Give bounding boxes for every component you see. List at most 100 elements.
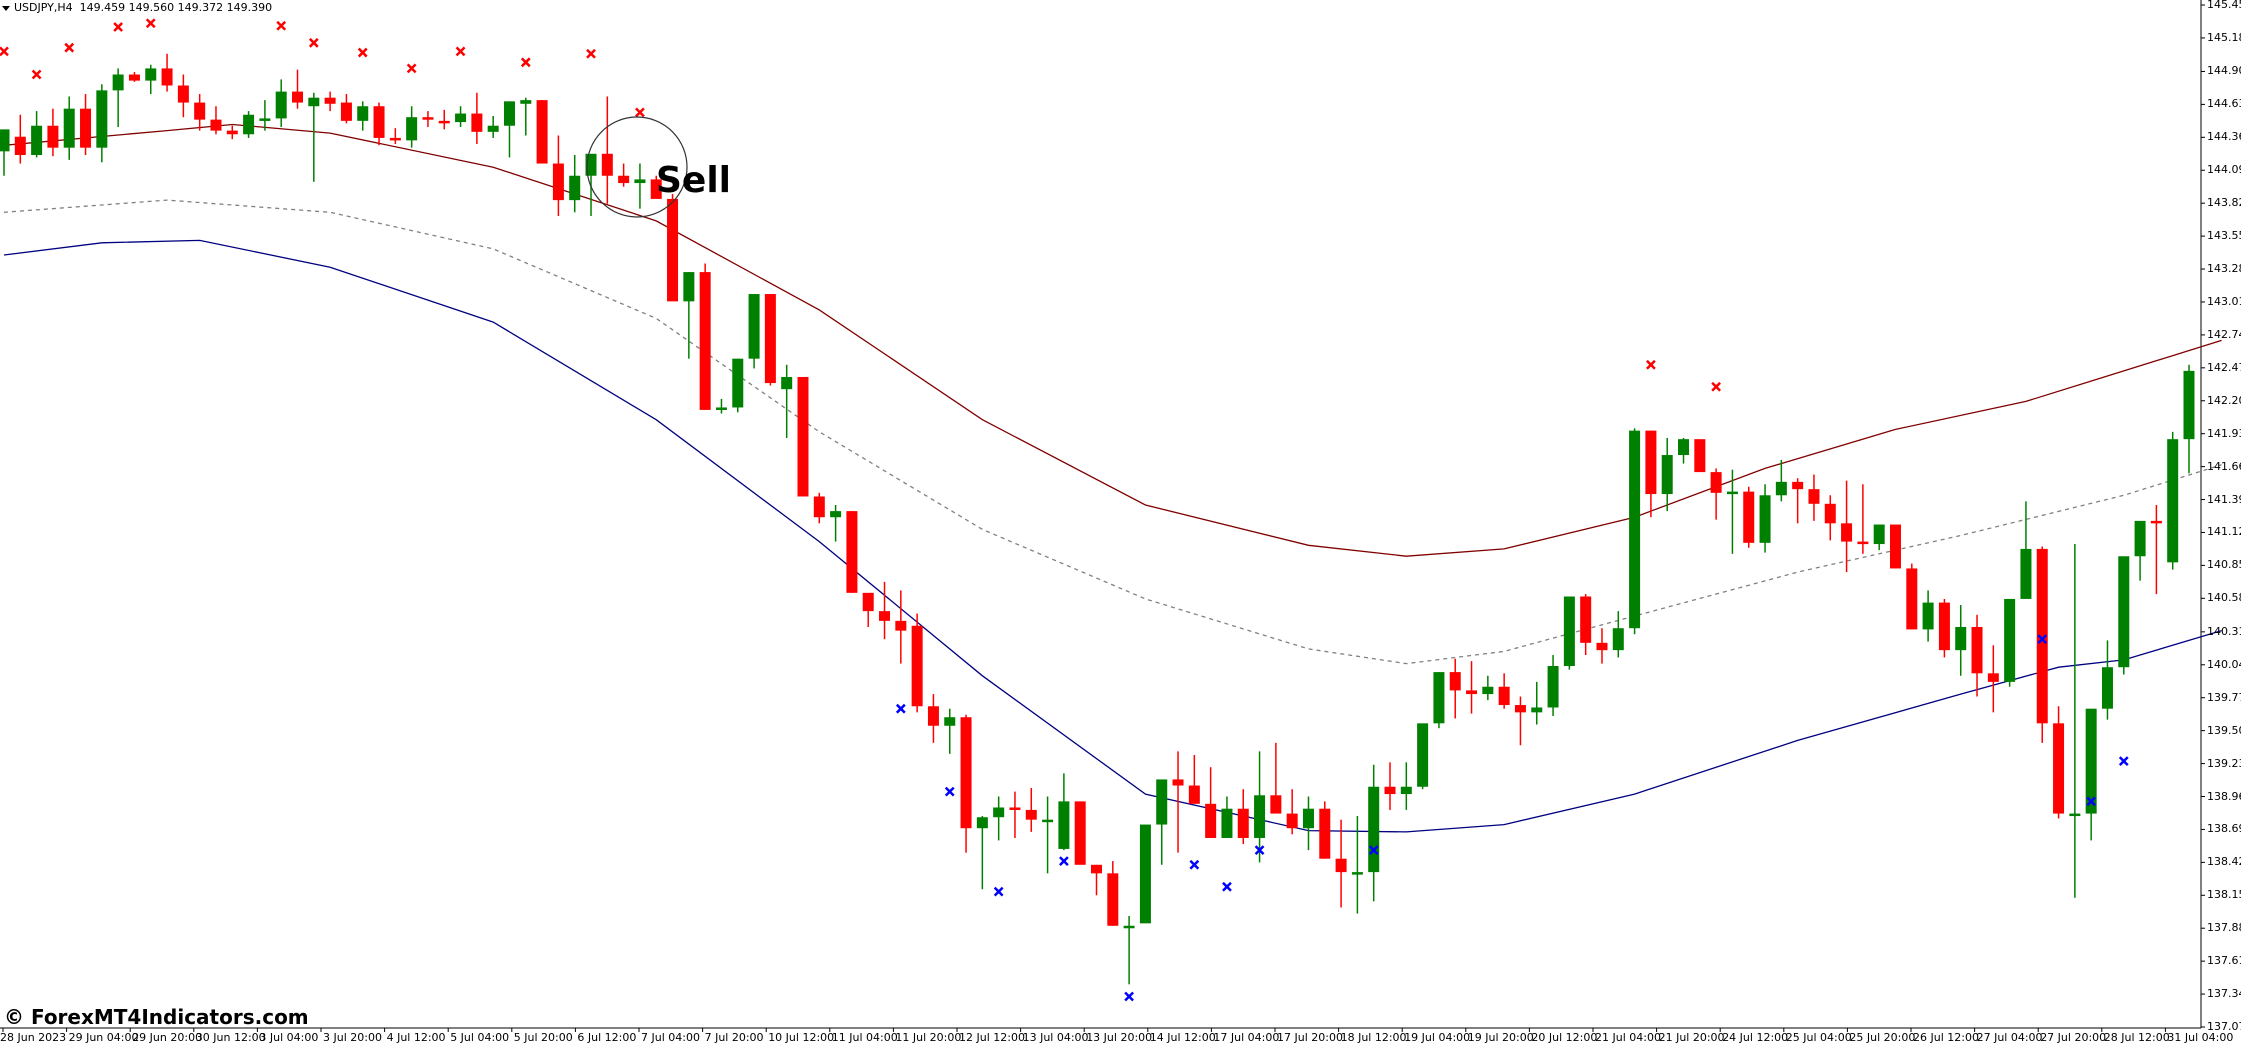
candle-body [1254, 795, 1266, 838]
buy-signal-x-icon [2037, 634, 2048, 645]
candle-body [618, 175, 630, 184]
candle-body [732, 358, 744, 408]
candle-body [503, 101, 515, 126]
candle-body [879, 611, 891, 621]
sell-signal-x-icon [0, 46, 9, 57]
buy-signal-x-icon [2118, 756, 2129, 767]
candle-body [1237, 808, 1249, 838]
candle-body [1433, 672, 1445, 724]
candle-body [161, 68, 173, 86]
candle-body [2085, 708, 2097, 814]
candle-body [2020, 548, 2032, 599]
time-tick-label: 25 Jul 04:00 [1785, 1031, 1852, 1044]
candle-body [2004, 598, 2016, 682]
upper-band-line [3, 123, 2222, 557]
candle-body [389, 137, 401, 141]
price-tick-label: 139.230 [2207, 756, 2241, 770]
candle-body [569, 175, 581, 201]
sell-signal-x-icon [308, 37, 319, 48]
candle-body [1792, 481, 1804, 490]
candle-body [976, 817, 988, 829]
price-tick-label: 144.365 [2207, 130, 2241, 144]
sell-signal-x-icon [276, 20, 287, 31]
candle-body [1221, 808, 1233, 838]
time-tick-label: 27 Jul 20:00 [2040, 1031, 2107, 1044]
time-tick-label: 26 Jul 12:00 [1913, 1031, 1979, 1044]
candle-body [1042, 819, 1054, 823]
candle-body [210, 119, 222, 131]
time-tick-label: 21 Jul 04:00 [1595, 1031, 1661, 1044]
price-tick-label: 141.125 [2207, 525, 2241, 539]
candle-body [2118, 556, 2130, 668]
candle-body [1743, 491, 1755, 543]
candle-body [357, 106, 369, 121]
buy-signal-x-icon [895, 703, 906, 714]
candle-body [1531, 707, 1543, 713]
candle-body [128, 74, 140, 81]
sell-signal-x-icon [357, 47, 368, 58]
candle-body [406, 117, 418, 141]
price-tick-label: 143.825 [2207, 196, 2241, 210]
candle-body [520, 100, 532, 104]
candle-body [1302, 808, 1314, 829]
price-tick-label: 142.745 [2207, 327, 2241, 341]
candle-body [1580, 596, 1592, 643]
price-tick-label: 143.555 [2207, 229, 2241, 243]
candle-body [1384, 786, 1396, 795]
candle-body [324, 97, 336, 104]
candle-body [0, 129, 10, 152]
candle-body [63, 108, 75, 148]
candle-body [1123, 925, 1135, 929]
candle-body [1188, 785, 1200, 804]
candle-body [1612, 628, 1624, 651]
candle-body [2036, 548, 2048, 724]
candle-body [1172, 779, 1184, 786]
candle-body [471, 113, 483, 132]
sell-annotation-circle [586, 116, 688, 218]
price-tick-label: 138.150 [2207, 888, 2241, 902]
middle-band-line [3, 199, 2222, 665]
candle-body [80, 108, 92, 148]
candle-body [1498, 686, 1510, 706]
candle-body [1417, 723, 1429, 787]
candle-body [536, 100, 548, 164]
candle-body [1661, 455, 1673, 495]
candle-body [1025, 809, 1037, 820]
candle-body [1091, 864, 1102, 874]
candle-body [748, 294, 760, 359]
time-tick-label: 20 Jul 12:00 [1531, 1031, 1598, 1044]
candle-body [715, 407, 727, 410]
candle-body [1824, 503, 1836, 524]
candle-body [226, 130, 238, 135]
candle-body [177, 85, 189, 103]
candle-body [455, 113, 467, 123]
price-tick-label: 141.665 [2207, 459, 2241, 473]
time-tick-label: 19 Jul 04:00 [1404, 1031, 1471, 1044]
candle-body [1482, 686, 1494, 695]
price-tick-label: 140.585 [2207, 591, 2241, 605]
time-tick-label: 11 Jul 04:00 [831, 1031, 898, 1044]
sell-signal-x-icon [1646, 359, 1656, 370]
time-tick-label: 27 Jul 04:00 [1976, 1031, 2043, 1044]
candle-body [1400, 786, 1412, 795]
sell-annotation-label: Sell [656, 160, 732, 201]
time-tick-label: 29 Jun 20:00 [132, 1031, 203, 1044]
time-tick-label: 11 Jul 20:00 [895, 1031, 962, 1044]
candle-body [1889, 524, 1901, 569]
sell-signal-x-icon [520, 57, 531, 68]
candle-body [683, 272, 695, 302]
candle-body [47, 125, 59, 148]
dropdown-triangle-icon[interactable] [2, 5, 10, 11]
candle-body [650, 179, 662, 199]
time-tick-label: 19 Jul 20:00 [1467, 1031, 1534, 1044]
candle-body [1726, 491, 1738, 495]
candle-body [1368, 786, 1380, 873]
buy-signal-x-icon [944, 786, 955, 797]
candle-body [96, 90, 108, 148]
candle-body [1710, 472, 1722, 493]
candle-body [1808, 489, 1820, 504]
time-tick-label: 17 Jul 04:00 [1213, 1031, 1280, 1044]
price-tick-label: 137.070 [2207, 1020, 2241, 1033]
price-tick-label: 137.340 [2207, 987, 2241, 1001]
